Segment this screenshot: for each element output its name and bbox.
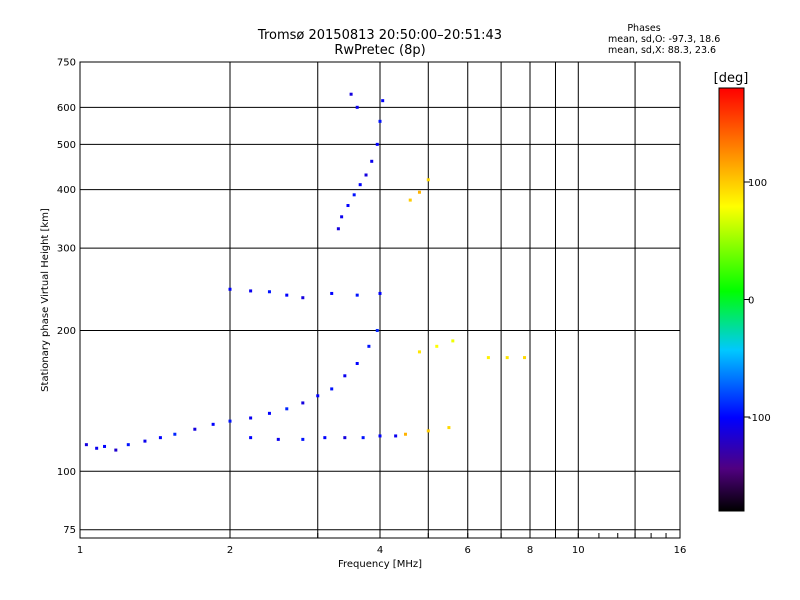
x-tick-label: 10 [572, 545, 585, 556]
x-axis-label: Frequency [MHz] [338, 559, 422, 570]
y-tick-label: 750 [57, 58, 76, 69]
data-point [394, 434, 398, 438]
colorbar-tick-label: 100 [748, 178, 767, 189]
x-tick-label: 2 [227, 545, 233, 556]
data-point [451, 339, 455, 343]
data-point [367, 344, 371, 348]
data-point [343, 436, 347, 440]
data-point [114, 448, 118, 452]
data-point [276, 437, 280, 441]
data-point [370, 159, 374, 163]
header: Tromsø 20150813 20:50:00–20:51:43 RwPret… [257, 28, 502, 58]
legend-line-o: mean, sd,O: -97.3, 18.6 [608, 34, 720, 45]
data-point [486, 356, 490, 360]
data-point [143, 439, 147, 443]
data-point [285, 293, 289, 297]
data-point [249, 289, 253, 293]
data-point [267, 290, 271, 294]
data-point [355, 105, 359, 109]
x-tick-label: 1 [77, 545, 83, 556]
data-point [435, 344, 439, 348]
data-point [301, 437, 305, 441]
legend-line-x: mean, sd,X: 88.3, 23.6 [608, 45, 716, 56]
data-point [343, 374, 347, 378]
y-axis-label: Stationary phase Virtual Height [km] [40, 208, 51, 392]
y-axis-ticks: 75 100 200 300 400 500 600 750 [57, 58, 76, 537]
data-point [228, 419, 232, 423]
data-point [267, 411, 271, 415]
y-tick-label: 75 [63, 525, 76, 536]
y-tick-label: 200 [57, 326, 76, 337]
x-tick-label: 4 [377, 545, 383, 556]
chart-title: Tromsø 20150813 20:50:00–20:51:43 [257, 28, 502, 43]
data-points [84, 92, 527, 452]
data-point [378, 434, 382, 438]
data-point [358, 183, 362, 187]
data-point [349, 92, 353, 96]
data-point [95, 446, 99, 450]
y-tick-label: 100 [57, 467, 76, 478]
data-point [426, 178, 430, 182]
data-point [158, 436, 162, 440]
data-point [417, 190, 421, 194]
data-point [249, 436, 253, 440]
data-point [361, 436, 365, 440]
data-point [381, 99, 385, 103]
data-point [103, 444, 107, 448]
data-point [375, 328, 379, 332]
data-point [523, 356, 527, 360]
grid [80, 62, 680, 538]
data-point [340, 215, 344, 219]
colorbar-label: [deg] [714, 71, 749, 86]
x-tick-label: 16 [674, 545, 687, 556]
data-point [173, 432, 177, 436]
y-tick-label: 400 [57, 185, 76, 196]
colorbar: [deg] 100 0 -100 [714, 71, 771, 512]
data-point [301, 296, 305, 300]
data-point [403, 432, 407, 436]
phase-legend: Phases mean, sd,O: -97.3, 18.6 mean, sd,… [608, 23, 720, 56]
x-axis-ticks: 1 2 4 6 8 10 16 [77, 533, 687, 556]
data-point [426, 429, 430, 433]
data-point [378, 119, 382, 123]
colorbar-tick-label: 0 [748, 296, 754, 307]
x-tick-label: 8 [527, 545, 533, 556]
data-point [228, 287, 232, 291]
data-point [249, 416, 253, 420]
data-point [408, 198, 412, 202]
data-point [355, 361, 359, 365]
data-point [447, 426, 451, 430]
data-point [375, 142, 379, 146]
x-tick-label: 6 [465, 545, 471, 556]
data-point [330, 387, 334, 391]
data-point [417, 350, 421, 354]
data-point [355, 293, 359, 297]
y-tick-label: 500 [57, 140, 76, 151]
data-point [364, 173, 368, 177]
data-point [505, 356, 509, 360]
data-point [193, 427, 197, 431]
data-point [211, 422, 215, 426]
data-point [126, 443, 130, 447]
colorbar-ticks: 100 0 -100 [744, 178, 771, 424]
data-point [346, 204, 350, 208]
chart-subtitle: RwPretec (8p) [334, 43, 425, 58]
data-point [316, 394, 320, 398]
colorbar-scale [718, 87, 745, 512]
data-point [84, 443, 88, 447]
y-tick-label: 600 [57, 103, 76, 114]
data-point [301, 401, 305, 405]
data-point [378, 291, 382, 295]
data-point [285, 407, 289, 411]
y-tick-label: 300 [57, 244, 76, 255]
legend-header: Phases [627, 23, 660, 34]
data-point [323, 436, 327, 440]
colorbar-tick-label: -100 [748, 413, 771, 424]
data-point [336, 227, 340, 231]
data-point [352, 193, 356, 197]
data-point [330, 291, 334, 295]
